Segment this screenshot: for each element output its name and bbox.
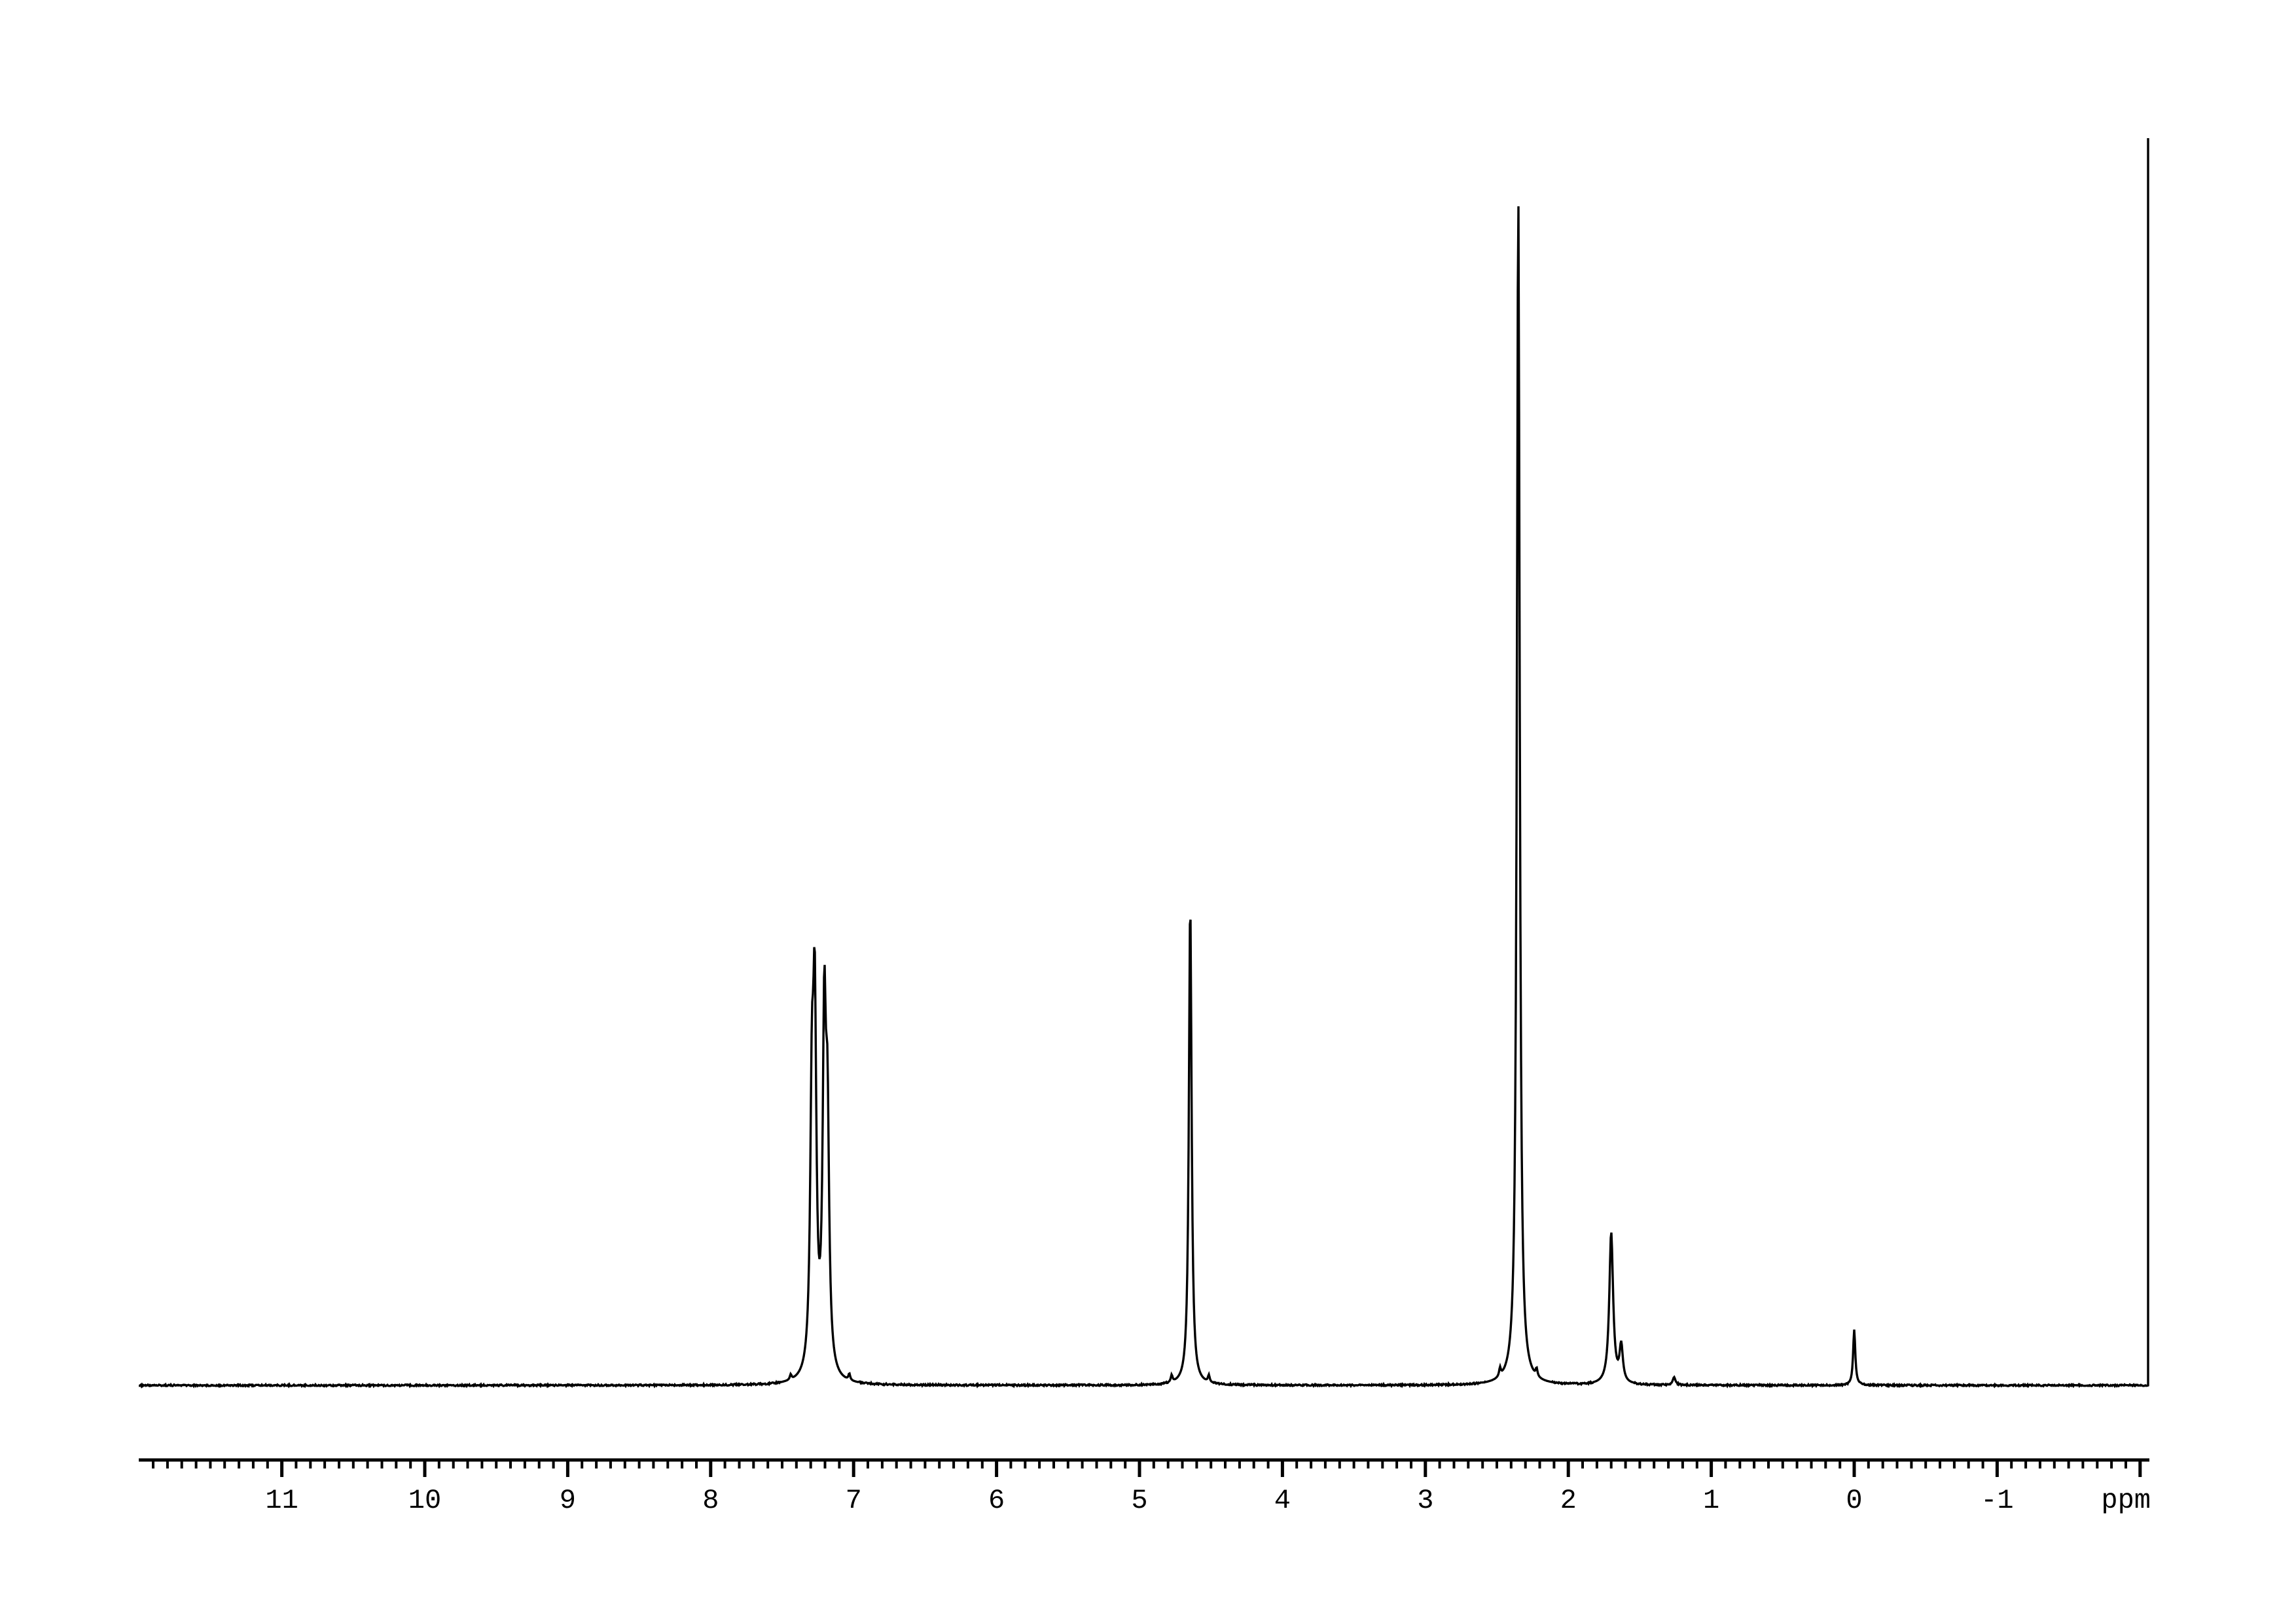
axis-tick-label: 5	[1131, 1485, 1147, 1516]
axis-tick-label: 9	[560, 1485, 576, 1516]
ppm-axis: 11 10 9 8 7 6 5 4 3 2 1 0 -1 ppm	[139, 1458, 2151, 1516]
axis-unit-label: ppm	[2101, 1485, 2151, 1516]
axis-tick-label: 4	[1274, 1485, 1291, 1516]
axis-tick-label: -1	[1981, 1485, 2013, 1516]
axis-tick-label: 7	[846, 1485, 862, 1516]
axis-tick-label: 1	[1703, 1485, 1719, 1516]
ppm-axis-labels: 11 10 9 8 7 6 5 4 3 2 1 0 -1	[265, 1485, 2013, 1516]
axis-tick-label: 0	[1846, 1485, 1862, 1516]
axis-tick-label: 3	[1417, 1485, 1433, 1516]
axis-tick-label: 6	[988, 1485, 1005, 1516]
axis-tick-label: 8	[702, 1485, 719, 1516]
axis-tick-label: 2	[1560, 1485, 1577, 1516]
axis-tick-label: 11	[265, 1485, 298, 1516]
axis-tick-label: 10	[408, 1485, 441, 1516]
ppm-axis-ticks	[152, 1460, 2142, 1477]
spectrum-trace	[139, 138, 2149, 1389]
